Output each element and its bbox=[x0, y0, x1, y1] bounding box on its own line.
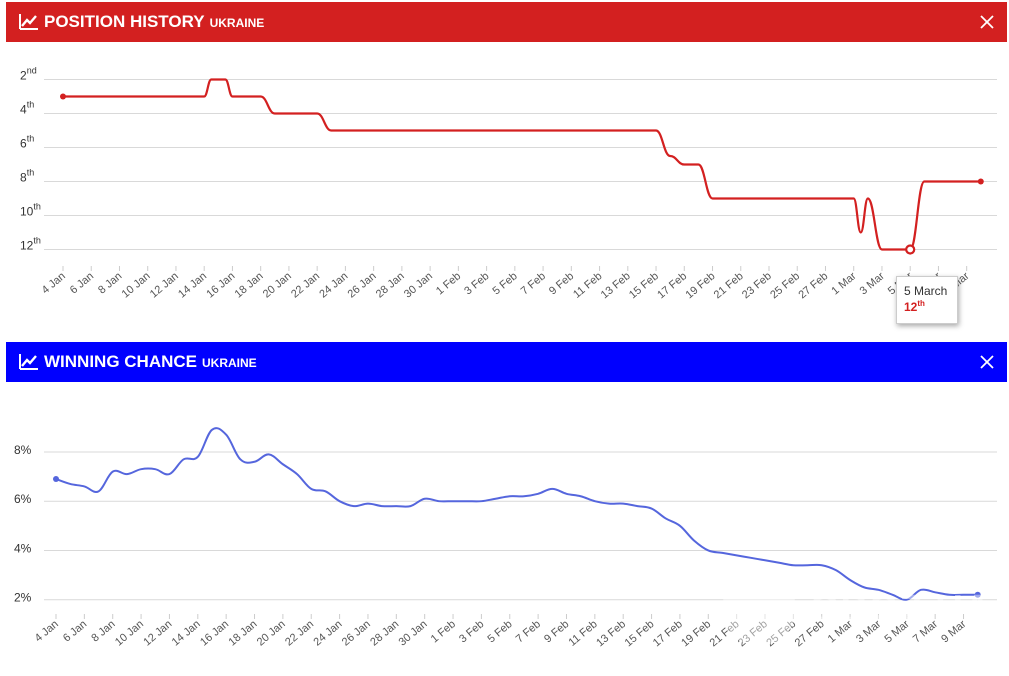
y-tick-label: 2nd bbox=[20, 66, 37, 83]
x-tick-label: 13 Feb bbox=[599, 270, 633, 301]
x-tick-label: 11 Feb bbox=[571, 270, 604, 301]
y-tick-label: 4th bbox=[20, 100, 34, 117]
x-tick-label: 7 Feb bbox=[514, 618, 543, 645]
x-tick-label: 27 Feb bbox=[796, 270, 830, 301]
x-tick-label: 3 Mar bbox=[854, 618, 884, 645]
x-tick-label: 30 Jan bbox=[402, 270, 435, 300]
x-tick-label: 1 Feb bbox=[434, 270, 463, 297]
series-line bbox=[63, 78, 981, 251]
series-end-point bbox=[977, 178, 984, 185]
x-tick-label: 5 Feb bbox=[485, 618, 514, 645]
x-tick-label: 15 Feb bbox=[623, 618, 657, 649]
x-tick-label: 5 Feb bbox=[490, 270, 519, 297]
x-tick-label: 11 Feb bbox=[566, 618, 599, 649]
x-tick-label: 3 Feb bbox=[457, 618, 486, 645]
position-history-header: POSITION HISTORY UKRAINE bbox=[6, 2, 1007, 42]
x-tick-label: 1 Feb bbox=[429, 618, 458, 645]
x-tick-label: 24 Jan bbox=[312, 618, 345, 648]
x-tick-label: 16 Jan bbox=[198, 618, 231, 648]
x-tick-label: 7 Mar bbox=[911, 618, 941, 645]
x-tick-label: 27 Feb bbox=[793, 618, 827, 649]
x-tick-label: 30 Jan bbox=[397, 618, 430, 648]
series-end-point bbox=[974, 591, 981, 598]
x-tick-label: 10 Jan bbox=[113, 618, 146, 648]
x-tick-label: 3 Feb bbox=[462, 270, 491, 297]
x-tick-label: 9 Mar bbox=[939, 618, 969, 645]
y-tick-label: 8% bbox=[14, 443, 32, 457]
x-tick-label: 22 Jan bbox=[289, 270, 322, 300]
panel-country: UKRAINE bbox=[209, 16, 265, 30]
close-icon[interactable] bbox=[977, 12, 997, 32]
x-tick-label: 7 Feb bbox=[519, 270, 548, 297]
x-tick-label: 13 Feb bbox=[594, 618, 628, 649]
x-tick-label: 24 Jan bbox=[317, 270, 350, 300]
series-end-point bbox=[53, 476, 59, 483]
y-tick-label: 4% bbox=[14, 541, 32, 555]
x-tick-label: 25 Feb bbox=[768, 270, 802, 301]
x-tick-label: 14 Jan bbox=[176, 270, 209, 300]
series-line bbox=[55, 427, 978, 601]
x-tick-label: 6 Jan bbox=[68, 270, 96, 296]
series-end-point bbox=[60, 93, 66, 100]
x-tick-label: 22 Jan bbox=[283, 618, 316, 648]
tooltip-value: 12th bbox=[904, 299, 925, 314]
panel-title: POSITION HISTORY bbox=[44, 12, 205, 31]
x-tick-label: 1 Mar bbox=[826, 618, 856, 645]
x-tick-label: 17 Feb bbox=[651, 618, 685, 649]
x-tick-label: 18 Jan bbox=[233, 270, 266, 300]
x-tick-label: 17 Feb bbox=[655, 270, 689, 301]
x-tick-label: 19 Feb bbox=[683, 270, 717, 301]
x-tick-label: 25 Feb bbox=[764, 618, 798, 649]
x-tick-label: 4 Jan bbox=[40, 270, 68, 296]
x-tick-label: 12 Jan bbox=[141, 618, 174, 648]
x-tick-label: 16 Jan bbox=[204, 270, 237, 300]
x-tick-label: 23 Feb bbox=[740, 270, 774, 301]
x-tick-label: 14 Jan bbox=[170, 618, 203, 648]
x-tick-label: 23 Feb bbox=[736, 618, 770, 649]
x-tick-label: 21 Feb bbox=[708, 618, 742, 649]
x-tick-label: 19 Feb bbox=[679, 618, 713, 649]
x-tick-label: 20 Jan bbox=[261, 270, 294, 300]
x-tick-label: 12 Jan bbox=[148, 270, 181, 300]
trend-line-icon bbox=[19, 14, 38, 30]
y-tick-label: 12th bbox=[20, 236, 41, 253]
x-tick-label: 28 Jan bbox=[374, 270, 407, 300]
y-tick-label: 6% bbox=[14, 492, 32, 506]
tooltip-date: 5 March bbox=[904, 284, 948, 298]
x-tick-label: 26 Jan bbox=[340, 618, 373, 648]
x-tick-label: 21 Feb bbox=[712, 270, 746, 301]
x-tick-label: 5 Mar bbox=[882, 618, 912, 645]
y-tick-label: 2% bbox=[14, 591, 32, 605]
highlighted-point[interactable] bbox=[905, 244, 916, 255]
x-tick-label: 4 Jan bbox=[33, 618, 61, 644]
y-tick-label: 8th bbox=[20, 168, 34, 185]
close-icon[interactable] bbox=[977, 352, 997, 372]
panel-country: UKRAINE bbox=[202, 356, 257, 370]
x-tick-label: 26 Jan bbox=[346, 270, 379, 300]
x-tick-label: 20 Jan bbox=[255, 618, 288, 648]
y-tick-label: 10th bbox=[20, 202, 41, 219]
y-tick-label: 6th bbox=[20, 134, 34, 151]
trend-line-icon bbox=[19, 354, 38, 370]
chart-tooltip: 5 March 12th bbox=[896, 276, 958, 324]
x-tick-label: 6 Jan bbox=[61, 618, 89, 644]
x-tick-label: 3 Mar bbox=[858, 270, 888, 297]
winning-chance-header: WINNING CHANCE UKRAINE bbox=[6, 342, 1007, 382]
x-tick-label: 15 Feb bbox=[627, 270, 661, 301]
panel-title: WINNING CHANCE bbox=[44, 352, 197, 371]
x-tick-label: 10 Jan bbox=[120, 270, 153, 300]
x-tick-label: 28 Jan bbox=[368, 618, 401, 648]
x-tick-label: 1 Mar bbox=[829, 270, 859, 297]
x-tick-label: 18 Jan bbox=[226, 618, 259, 648]
